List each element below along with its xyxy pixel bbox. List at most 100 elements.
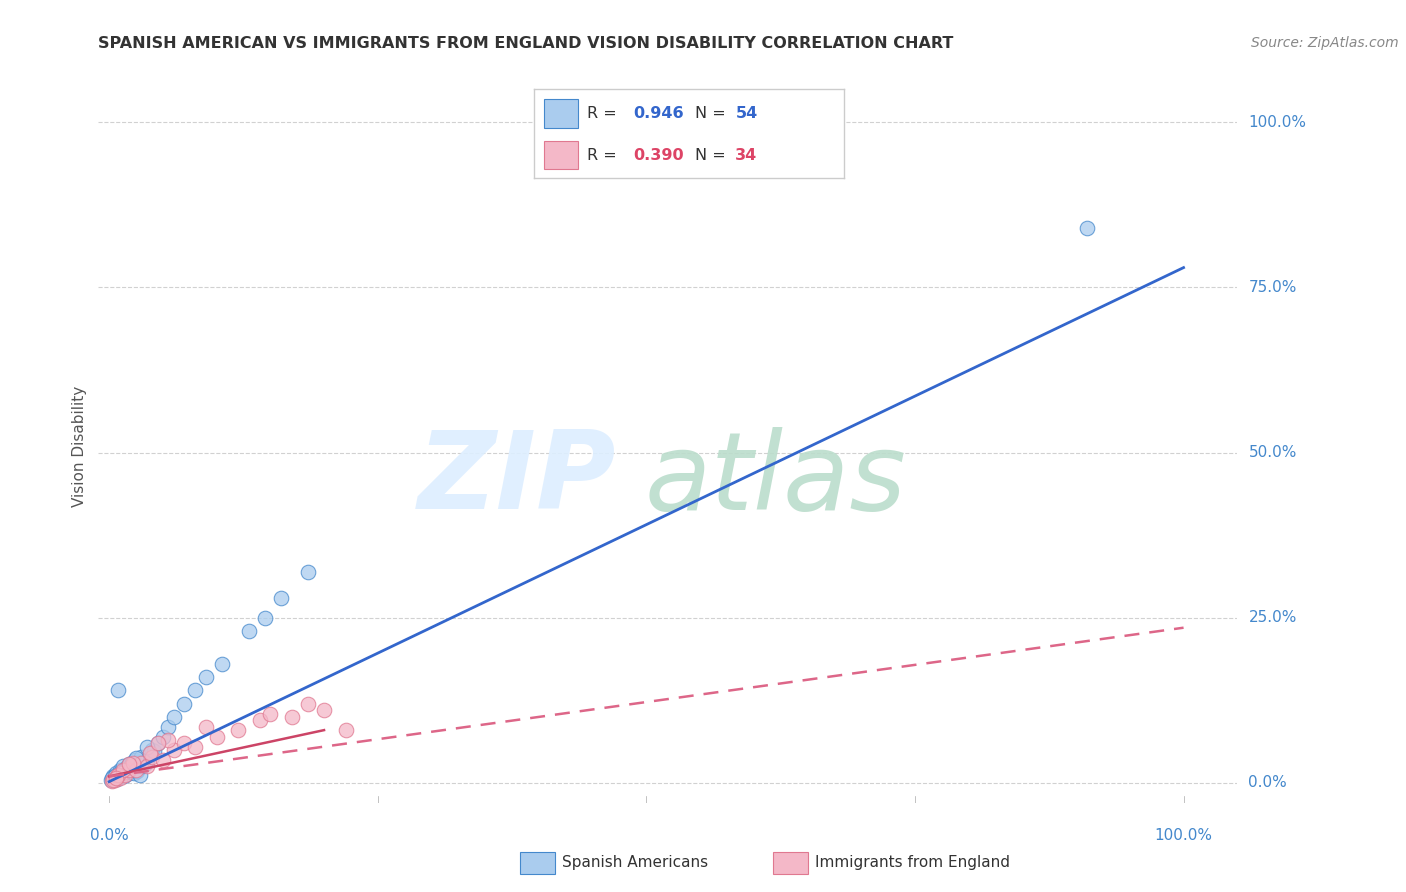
Point (111, 766, 134, 780)
Text: atlas: atlas (644, 426, 907, 532)
Point (120, 763, 142, 777)
Point (120, 759, 142, 773)
Point (131, 759, 153, 773)
Y-axis label: Vision Disability: Vision Disability (72, 385, 87, 507)
Point (101, 774, 124, 789)
Point (128, 757, 150, 772)
Point (194, 720, 217, 734)
Text: 0.390: 0.390 (633, 148, 683, 162)
Text: Spanish Americans: Spanish Americans (562, 855, 709, 870)
Point (152, 730, 174, 744)
Point (135, 753, 157, 767)
Point (100, 772, 122, 787)
Point (127, 755, 149, 769)
Text: 25.0%: 25.0% (1249, 610, 1296, 625)
Point (114, 768, 136, 782)
Point (146, 736, 169, 750)
Text: 0.0%: 0.0% (90, 828, 128, 843)
Point (114, 764, 136, 778)
Point (103, 769, 125, 783)
Point (110, 764, 132, 778)
Point (146, 736, 169, 750)
Point (125, 763, 148, 777)
Text: SPANISH AMERICAN VS IMMIGRANTS FROM ENGLAND VISION DISABILITY CORRELATION CHART: SPANISH AMERICAN VS IMMIGRANTS FROM ENGL… (98, 36, 953, 51)
Point (121, 756, 143, 771)
Point (152, 753, 174, 767)
Point (1076, 221, 1098, 235)
Point (108, 771, 131, 785)
Point (139, 746, 162, 760)
Text: 0.946: 0.946 (633, 106, 683, 120)
Point (135, 759, 157, 773)
Point (281, 710, 304, 724)
Point (184, 739, 207, 754)
Point (112, 763, 135, 777)
Point (141, 749, 163, 764)
Point (103, 772, 125, 787)
Point (111, 766, 134, 780)
Point (335, 723, 357, 738)
Text: Immigrants from England: Immigrants from England (815, 855, 1011, 870)
Point (259, 706, 281, 721)
Point (122, 766, 145, 780)
Point (143, 744, 166, 758)
Point (173, 736, 195, 750)
Point (107, 768, 129, 782)
Point (101, 772, 124, 786)
Point (312, 703, 335, 717)
Point (157, 733, 180, 747)
Text: 50.0%: 50.0% (1249, 445, 1296, 460)
Point (121, 759, 143, 773)
Point (173, 697, 195, 711)
Point (127, 764, 149, 778)
Text: Source: ZipAtlas.com: Source: ZipAtlas.com (1251, 36, 1399, 50)
Text: N =: N = (695, 148, 731, 162)
Point (139, 746, 162, 760)
Text: 100.0%: 100.0% (1249, 115, 1306, 129)
Point (107, 683, 129, 698)
Text: 54: 54 (735, 106, 758, 120)
Point (297, 697, 319, 711)
Point (118, 765, 141, 780)
Point (103, 771, 125, 785)
FancyBboxPatch shape (544, 141, 578, 169)
Point (112, 769, 135, 783)
Point (105, 772, 128, 786)
Point (117, 767, 139, 781)
Text: 100.0%: 100.0% (1154, 828, 1212, 843)
Point (125, 751, 148, 765)
Point (132, 756, 155, 771)
Point (125, 763, 148, 777)
Point (124, 753, 146, 767)
Point (135, 739, 157, 754)
Point (117, 757, 139, 772)
Point (103, 769, 125, 783)
Point (114, 763, 136, 777)
Point (297, 565, 319, 579)
Text: 0.0%: 0.0% (1249, 775, 1286, 790)
Point (184, 683, 207, 698)
Point (238, 624, 260, 638)
Point (105, 769, 128, 783)
Point (104, 766, 127, 780)
Point (194, 670, 217, 684)
Point (117, 757, 139, 772)
Point (162, 710, 184, 724)
Point (253, 611, 276, 625)
Point (107, 768, 129, 782)
Point (205, 730, 228, 744)
Point (103, 772, 125, 787)
Point (134, 757, 156, 772)
Text: ZIP: ZIP (418, 426, 617, 532)
Point (162, 743, 184, 757)
Point (129, 768, 152, 782)
Point (115, 761, 138, 775)
Point (117, 763, 139, 777)
Text: 75.0%: 75.0% (1249, 280, 1296, 295)
Point (121, 756, 143, 771)
Text: N =: N = (695, 106, 731, 120)
Point (270, 591, 292, 605)
Point (249, 713, 271, 727)
Point (131, 756, 153, 771)
Point (226, 723, 249, 738)
